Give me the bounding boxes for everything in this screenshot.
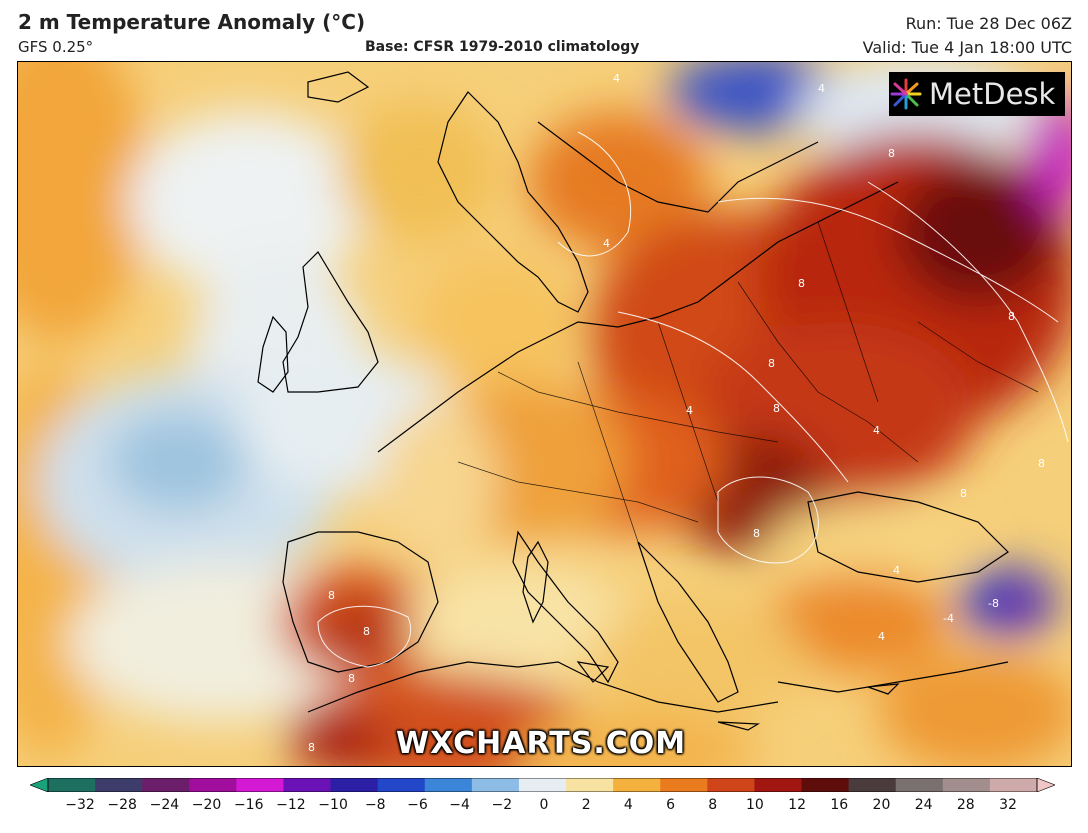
watermark: WXCHARTS.COM	[396, 726, 687, 761]
colorbar-ticks: −32 −28 −24 −20 −16 −12 −10 −8 −6 −4 −2 0 2 4 6 8 10 12 16…	[0, 797, 1088, 817]
colorbar-segment	[989, 778, 1038, 792]
colorbar-tick-label: 12	[788, 797, 806, 813]
metdesk-burst-icon	[890, 78, 922, 110]
colorbar-tick-label: −20	[191, 797, 222, 813]
anomaly-map: 4 4 4 8 8 8 8 8 8 4 8 8 4 8 8 8 4 -8 -4 …	[17, 61, 1072, 767]
colorbar-tick-label: −2	[491, 797, 513, 813]
coastlines	[257, 71, 1009, 731]
colorbar-segment	[566, 778, 614, 792]
logo-text: MetDesk	[929, 77, 1056, 111]
colorbar-tick-label: 6	[666, 797, 675, 813]
colorbar-segment	[424, 778, 473, 792]
colorbar-segment	[707, 778, 755, 792]
contour-label: 4	[873, 424, 880, 437]
colorbar-tick-label: 10	[745, 797, 764, 813]
contour-label: 4	[686, 404, 693, 417]
colorbar-tick-label: 2	[581, 797, 591, 813]
colorbar-segments	[30, 778, 1055, 792]
colorbar-segment	[801, 778, 850, 792]
colorbar-segment	[142, 778, 190, 792]
colorbar-tick-label: −12	[276, 797, 306, 813]
valid-time: Valid: Tue 4 Jan 18:00 UTC	[862, 38, 1072, 57]
contour-labels: 4 4 4 8 8 8 8 8 8 4 8 8 4 8 8 8 4 -8 -4 …	[308, 72, 1045, 754]
contour-label: 8	[348, 672, 355, 685]
contour-label: 4	[613, 72, 620, 85]
contour-label: 4	[603, 237, 610, 250]
colorbar-segment	[895, 778, 944, 792]
colorbar-tick-label: −8	[364, 797, 386, 813]
contour-label: 8	[753, 527, 760, 540]
contour-label: 8	[798, 277, 805, 290]
colorbar-min-arrow	[30, 778, 49, 792]
contour-label: 8	[1038, 457, 1045, 470]
colorbar-segment	[613, 778, 661, 792]
run-time: Run: Tue 28 Dec 06Z	[905, 14, 1072, 33]
colorbar-tick-label: 32	[999, 797, 1017, 813]
model-label: GFS 0.25°	[18, 38, 94, 56]
colorbar-tick-label: 20	[872, 797, 891, 813]
country-borders	[457, 221, 1039, 543]
colorbar-tick-label: −24	[149, 797, 180, 813]
contour-label: 8	[328, 589, 335, 602]
metdesk-logo: MetDesk	[889, 72, 1065, 116]
colorbar-tick-label: −6	[407, 797, 428, 813]
contour-label: 4	[893, 564, 900, 577]
colorbar	[30, 778, 1055, 792]
colorbar-segment	[283, 778, 332, 792]
contour-label: 8	[1008, 310, 1015, 323]
colorbar-tick-label: −32	[65, 797, 95, 813]
contour-label: 8	[773, 402, 780, 415]
colorbar-segment	[236, 778, 284, 792]
colorbar-max-arrow	[1036, 778, 1055, 792]
colorbar-segment	[942, 778, 991, 792]
colorbar-tick-label: 8	[708, 797, 718, 813]
colorbar-segment	[518, 778, 567, 792]
contour-label: 8	[308, 741, 315, 754]
contour-label: -4	[943, 612, 954, 625]
contour-label: 8	[363, 625, 370, 638]
colorbar-tick-label: −16	[233, 797, 264, 813]
colorbar-segment	[48, 778, 96, 792]
contour-label: 8	[888, 147, 895, 160]
colorbar-segment	[377, 778, 426, 792]
colorbar-tick-label: 0	[539, 797, 549, 813]
colorbar-tick-label: 28	[956, 797, 975, 813]
anomaly-field	[18, 62, 1071, 766]
base-label: Base: CFSR 1979-2010 climatology	[365, 39, 640, 55]
contour-label: 4	[878, 630, 885, 643]
colorbar-segment	[848, 778, 897, 792]
colorbar-segment	[95, 778, 143, 792]
colorbar-tick-label: 24	[914, 797, 933, 813]
contour-label: 8	[960, 487, 967, 500]
contour-label: 4	[818, 82, 825, 95]
colorbar-tick-label: −4	[449, 797, 470, 813]
colorbar-tick-label: −10	[318, 797, 348, 813]
contour-label: 8	[768, 357, 775, 370]
colorbar-tick-label: 4	[623, 797, 633, 813]
colorbar-segment	[330, 778, 379, 792]
colorbar-tick-label: −28	[107, 797, 137, 813]
colorbar-segment	[471, 778, 520, 792]
colorbar-segment	[189, 778, 237, 792]
contour-label: -8	[988, 597, 999, 610]
colorbar-border	[47, 778, 1038, 792]
contours	[317, 131, 1069, 668]
colorbar-segment	[660, 778, 708, 792]
map-canvas: 4 4 4 8 8 8 8 8 8 4 8 8 4 8 8 8 4 -8 -4 …	[18, 62, 1071, 766]
colorbar-tick-label: 16	[830, 797, 849, 813]
colorbar-segment	[754, 778, 803, 792]
chart-title: 2 m Temperature Anomaly (°C)	[18, 10, 366, 34]
